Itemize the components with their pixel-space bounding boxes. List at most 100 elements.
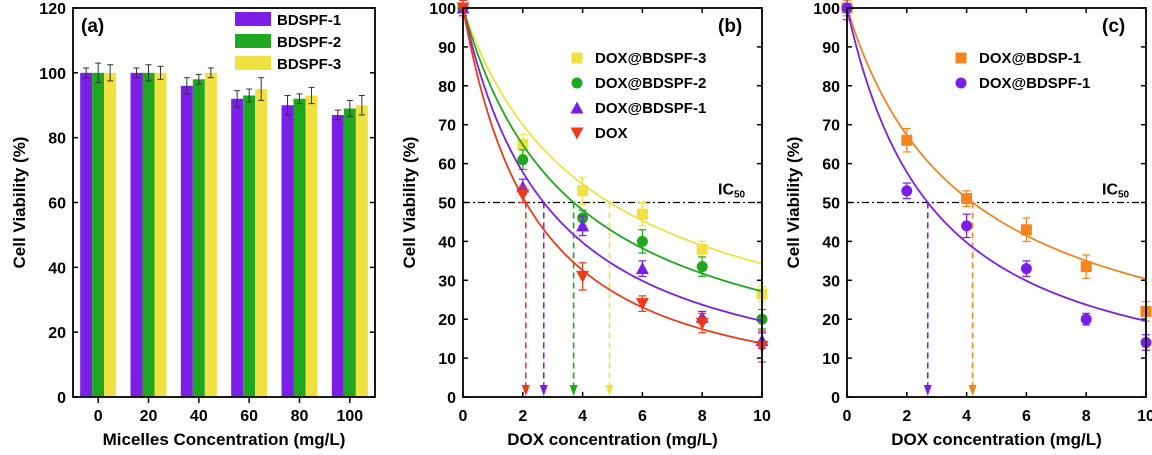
data-point [696, 243, 708, 255]
panel-a-bar-chart: 0 20 40 60 80 100 120 Cell Viability (%) 0 20 40 60… [10, 1, 376, 449]
data-point [516, 189, 530, 202]
x-axis-title: DOX concentration (mg/L) [507, 430, 718, 449]
data-point [961, 193, 973, 205]
x-tick-label: 8 [1082, 408, 1091, 425]
panel-label: (a) [81, 16, 104, 37]
y-tick-label: 70 [822, 118, 840, 135]
data-point [517, 154, 529, 166]
bar [355, 105, 368, 397]
bar [180, 85, 193, 398]
x-tick-label: 6 [1022, 408, 1031, 425]
data-point [901, 185, 913, 197]
y-tick-label: 30 [438, 273, 456, 290]
bar [293, 98, 306, 398]
y-tick-label: 90 [822, 40, 840, 57]
x-axis-title: Micelles Concentration (mg/L) [103, 430, 346, 449]
data-point [576, 270, 590, 283]
x-tick-label: 10 [753, 408, 771, 425]
legend-label: BDSPF-2 [277, 34, 341, 51]
ic50-label: IC50 [718, 182, 746, 201]
y-tick-label: 10 [438, 351, 456, 368]
ic50-arrow [605, 385, 614, 396]
y-tick-label: 50 [438, 196, 456, 213]
y-tick-label: 80 [48, 131, 66, 148]
y-tick-label: 30 [822, 273, 840, 290]
data-point [635, 298, 649, 311]
plot-frame [462, 7, 763, 398]
legend-label: BDSPF-3 [277, 56, 341, 73]
legend-label: DOX@BDSPF-3 [595, 50, 706, 67]
x-tick-label: 4 [578, 408, 587, 425]
data-point [577, 185, 589, 197]
bar [154, 72, 167, 397]
legend-label: DOX@BDSP-1 [979, 50, 1081, 67]
data-point [961, 220, 973, 232]
legend-marker [955, 77, 967, 89]
y-tick-label: 20 [48, 325, 66, 342]
legend-marker [571, 77, 583, 89]
y-axis-title: Cell Viability (%) [400, 137, 419, 269]
bar [255, 89, 268, 398]
legend-label: DOX@BDSPF-2 [595, 75, 706, 92]
fit-curve [462, 7, 763, 293]
data-point [1080, 313, 1092, 325]
y-tick-label: 60 [822, 157, 840, 174]
bar [231, 98, 244, 398]
ic50-arrow [923, 385, 932, 396]
legend-marker [955, 52, 967, 64]
data-point [901, 134, 913, 146]
legend-label: DOX@BDSPF-1 [595, 100, 706, 117]
y-tick-label: 90 [438, 40, 456, 57]
ic50-label-sub: 50 [734, 190, 746, 201]
ic50-arrow [569, 385, 578, 396]
legend-label: DOX [595, 125, 628, 142]
y-tick-label: 50 [822, 196, 840, 213]
legend-marker [570, 101, 584, 114]
data-point [696, 261, 708, 273]
panel-label: (b) [718, 16, 742, 37]
bar [130, 72, 143, 397]
y-tick-label: 40 [822, 234, 840, 251]
plot-frame [72, 7, 376, 398]
legend-marker [570, 127, 584, 140]
x-tick-label: 40 [190, 408, 208, 425]
fit-curve [462, 7, 763, 322]
y-tick-label: 20 [822, 312, 840, 329]
x-tick-label: 8 [698, 408, 707, 425]
x-tick-label: 80 [291, 408, 309, 425]
fit-curve [462, 7, 763, 345]
fit-curve [462, 7, 763, 265]
x-tick-label: 60 [240, 408, 258, 425]
x-tick-label: 10 [1137, 408, 1152, 425]
x-axis-title: DOX concentration (mg/L) [891, 430, 1102, 449]
legend-swatch [235, 12, 271, 26]
bar [281, 105, 294, 397]
y-tick-label: 80 [438, 79, 456, 96]
y-tick-label: 60 [48, 196, 66, 213]
bar [192, 79, 205, 398]
bar [343, 108, 356, 397]
y-tick-label: 60 [438, 157, 456, 174]
y-tick-label: 80 [822, 79, 840, 96]
data-point [1080, 261, 1092, 273]
x-tick-label: 0 [459, 408, 468, 425]
y-tick-label: 120 [39, 1, 66, 18]
bar [142, 72, 155, 397]
data-point [635, 262, 649, 275]
data-point [1020, 224, 1032, 236]
x-tick-label: 0 [94, 408, 103, 425]
ic50-arrow [968, 385, 977, 396]
x-tick-label: 0 [843, 408, 852, 425]
y-tick-label: 40 [438, 234, 456, 251]
y-tick-label: 0 [57, 390, 66, 407]
ic50-label-sub: 50 [1118, 190, 1130, 201]
fit-curve [846, 7, 1147, 322]
y-tick-label: 0 [447, 390, 456, 407]
bar [305, 95, 318, 398]
panel-label: (c) [1102, 16, 1125, 37]
ic50-arrow [521, 385, 530, 396]
y-tick-label: 100 [813, 1, 840, 18]
y-tick-label: 10 [822, 351, 840, 368]
